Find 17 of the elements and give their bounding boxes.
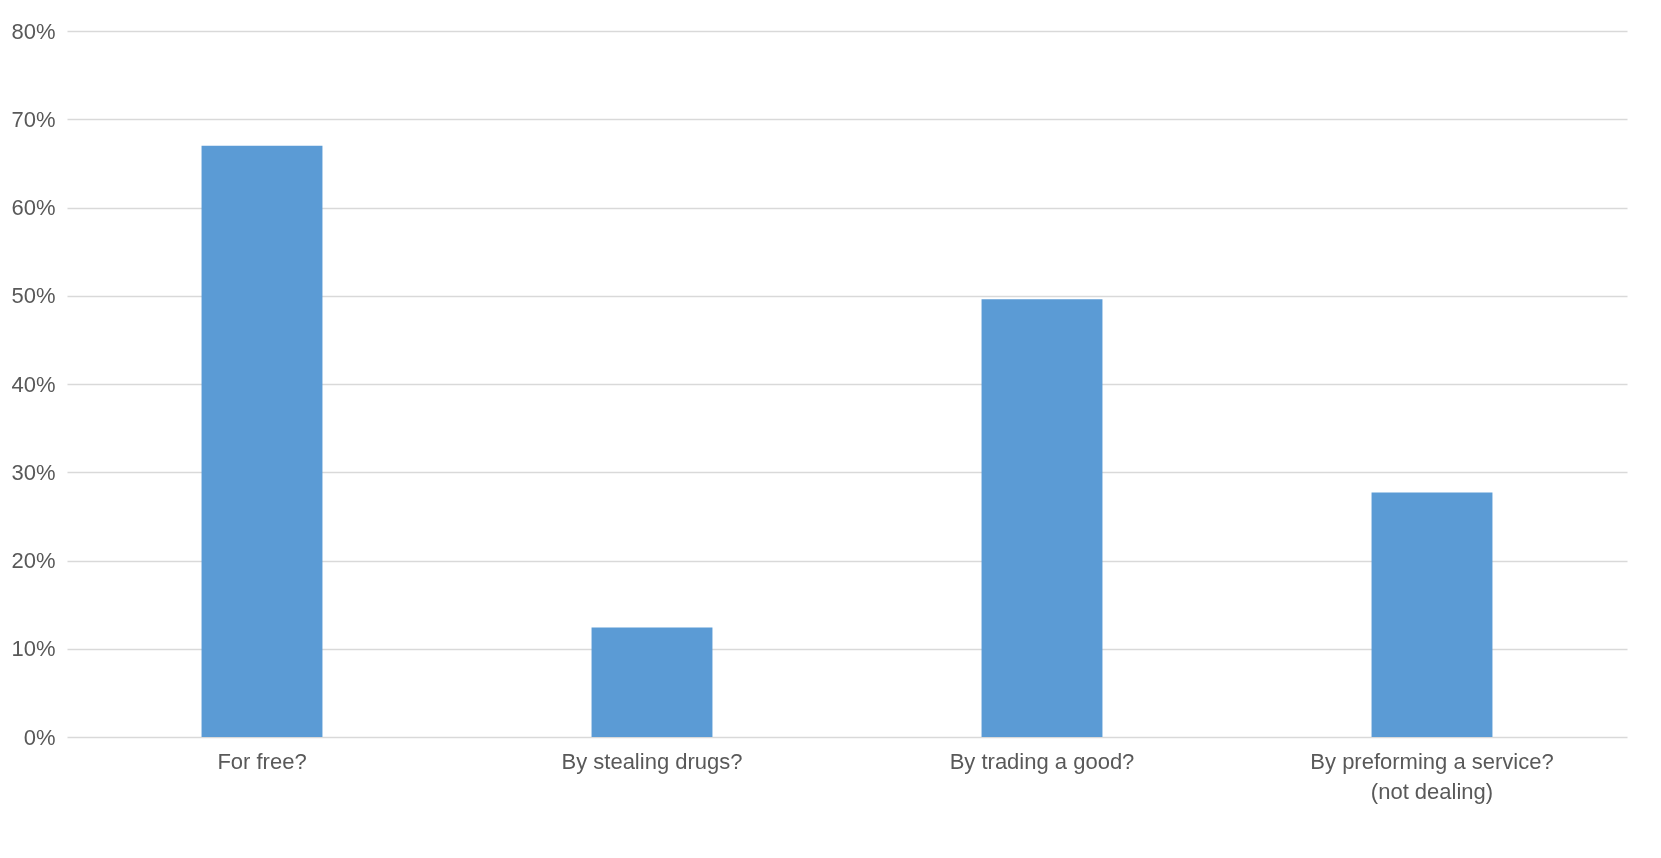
y-tick-label: 60% xyxy=(11,195,56,220)
y-tick-label: 10% xyxy=(11,636,56,662)
x-tick-label: By trading a good? xyxy=(949,748,1135,774)
bar xyxy=(1371,492,1493,737)
y-tick-label: 40% xyxy=(11,371,56,397)
x-tick-label: For free? xyxy=(217,748,307,774)
x-tick-label: By stealing drugs? xyxy=(561,748,743,774)
y-tick-label: 80% xyxy=(11,18,56,44)
y-tick-label: 30% xyxy=(11,459,56,485)
x-tick-label: By preforming a service? (not dealing) xyxy=(1310,748,1554,804)
y-tick-label: 50% xyxy=(11,283,56,309)
bar xyxy=(201,145,323,737)
bar xyxy=(591,627,713,737)
bar xyxy=(981,299,1103,737)
y-tick-label: 20% xyxy=(11,548,56,573)
y-tick-label: 0% xyxy=(23,724,56,750)
y-tick-label: 70% xyxy=(11,106,56,132)
